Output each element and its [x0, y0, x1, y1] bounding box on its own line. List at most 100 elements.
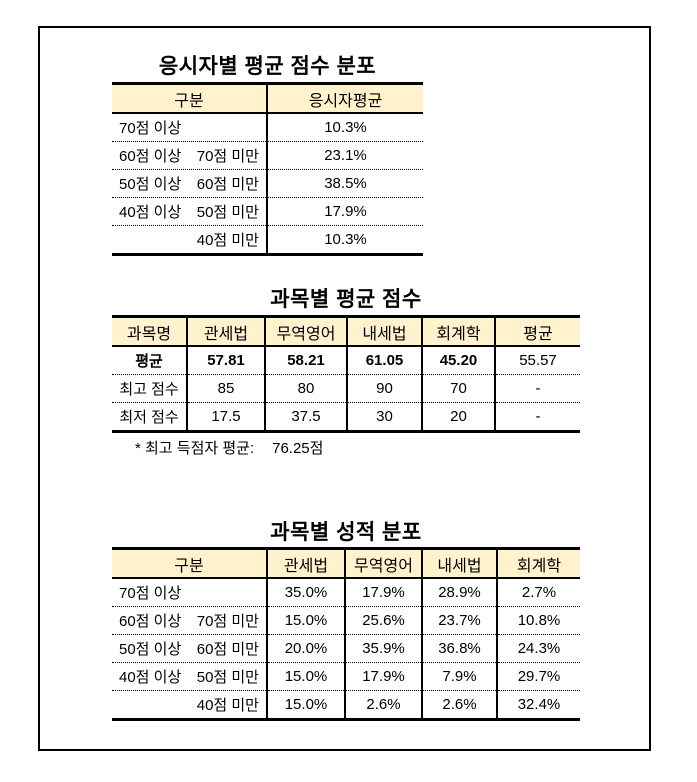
score-range-cell: 50점 이상 60점 미만	[112, 169, 267, 198]
score-range-cell: 40점 미만	[112, 691, 267, 720]
percentage-cell: 17.9%	[344, 662, 422, 691]
range-low: 50점 이상	[119, 176, 182, 193]
percentage-cell: 17.9%	[344, 578, 422, 607]
score-cell: 37.5	[264, 402, 347, 432]
range-low: 50점 이상	[119, 641, 182, 658]
table-row-average: 평균 57.81 58.21 61.05 45.20 55.57	[112, 346, 580, 375]
score-cell: 85	[186, 374, 265, 403]
table-row: 70점 이상 35.0% 17.9% 28.9% 2.7%	[112, 578, 580, 607]
percentage-cell: 28.9%	[421, 578, 497, 607]
table-row: 40점 이상 50점 미만 15.0% 17.9% 7.9% 29.7%	[112, 662, 580, 691]
table2-header-customs-law: 관세법	[186, 316, 265, 347]
range-high: 40점 미만	[196, 232, 259, 249]
table-row: 60점 이상 70점 미만 15.0% 25.6% 23.7% 10.8%	[112, 606, 580, 635]
table2-header-tax-law: 내세법	[346, 316, 422, 347]
percentage-cell: 32.4%	[496, 690, 580, 720]
score-cell: 58.21	[264, 346, 347, 375]
table-row: 50점 이상 60점 미만 20.0% 35.9% 36.8% 24.3%	[112, 634, 580, 663]
percentage-cell: 20.0%	[266, 634, 345, 663]
percentage-cell: 35.9%	[344, 634, 422, 663]
range-low: 60점 이상	[119, 613, 182, 630]
score-cell: 20	[421, 402, 495, 432]
range-high: 60점 미만	[196, 176, 259, 193]
score-cell: 17.5	[186, 402, 265, 432]
range-low: 60점 이상	[119, 148, 182, 165]
table1-title: 응시자별 평균 점수 분포	[158, 55, 377, 78]
row-label: 최고 점수	[112, 374, 187, 403]
table3-subject-grade-distribution: 구분 관세법 무역영어 내세법 회계학 70점 이상 35.0% 17.9% 2…	[112, 547, 580, 721]
range-low: 70점 이상	[119, 585, 182, 602]
table2-header-subject: 과목명	[112, 316, 187, 347]
score-range-cell: 40점 이상 50점 미만	[112, 662, 267, 691]
percentage-cell: 2.7%	[496, 578, 580, 607]
table-row-max: 최고 점수 85 80 90 70 -	[112, 374, 580, 403]
range-low: 70점 이상	[119, 120, 182, 137]
table-row: 70점 이상 10.3%	[112, 113, 423, 142]
score-cell: 70	[421, 374, 495, 403]
percentage-cell: 17.9%	[266, 197, 423, 226]
score-cell: 30	[346, 402, 422, 432]
table-row: 50점 이상 60점 미만 38.5%	[112, 169, 423, 198]
table-row: 40점 미만 15.0% 2.6% 2.6% 32.4%	[112, 690, 580, 720]
table1-header-category: 구분	[112, 83, 267, 114]
table-row-min: 최저 점수 17.5 37.5 30 20 -	[112, 402, 580, 432]
score-cell: 80	[264, 374, 347, 403]
range-low: 40점 이상	[119, 669, 182, 686]
percentage-cell: 10.3%	[266, 225, 423, 255]
range-high: 70점 미만	[196, 613, 259, 630]
range-high: 60점 미만	[196, 641, 259, 658]
percentage-cell: 35.0%	[266, 578, 345, 607]
table3-header-tax-law: 내세법	[421, 548, 497, 579]
percentage-cell: 36.8%	[421, 634, 497, 663]
table-row: 40점 미만 10.3%	[112, 225, 423, 255]
table1-header-average: 응시자평균	[266, 83, 423, 114]
percentage-cell: 38.5%	[266, 169, 423, 198]
range-high: 50점 미만	[196, 204, 259, 221]
score-range-cell: 40점 미만	[112, 226, 267, 255]
table-row: 40점 이상 50점 미만 17.9%	[112, 197, 423, 226]
footnote-label: * 최고 득점자 평균:	[135, 440, 255, 457]
table3-title: 과목별 성적 분포	[270, 521, 422, 544]
table2-header-row: 과목명 관세법 무역영어 내세법 회계학 평균	[112, 316, 580, 347]
score-range-cell: 70점 이상	[112, 578, 267, 607]
range-high: 40점 미만	[196, 697, 259, 714]
range-high: 50점 미만	[196, 669, 259, 686]
score-range-cell: 60점 이상 70점 미만	[112, 141, 267, 170]
table-row: 60점 이상 70점 미만 23.1%	[112, 141, 423, 170]
score-range-cell: 60점 이상 70점 미만	[112, 606, 267, 635]
range-high: 70점 미만	[196, 148, 259, 165]
table3-header-trade-english: 무역영어	[344, 548, 422, 579]
table3-header-accounting: 회계학	[496, 548, 580, 579]
score-cell: 61.05	[346, 346, 422, 375]
score-range-cell: 40점 이상 50점 미만	[112, 197, 267, 226]
table2-title: 과목별 평균 점수	[270, 288, 422, 311]
percentage-cell: 23.7%	[421, 606, 497, 635]
footnote-value: 76.25점	[272, 440, 324, 457]
score-cell: 57.81	[186, 346, 265, 375]
score-cell: -	[494, 402, 580, 432]
range-low: 40점 이상	[119, 204, 182, 221]
percentage-cell: 25.6%	[344, 606, 422, 635]
percentage-cell: 2.6%	[421, 690, 497, 720]
table1-examinee-average-distribution: 구분 응시자평균 70점 이상 10.3% 60점 이상 70점 미만 23.1%…	[112, 82, 423, 256]
table3-header-category: 구분	[112, 548, 267, 579]
row-label: 최저 점수	[119, 409, 179, 426]
score-cell: 45.20	[421, 346, 495, 375]
score-cell: 55.57	[494, 346, 580, 375]
row-label: 평균	[112, 346, 187, 375]
percentage-cell: 24.3%	[496, 634, 580, 663]
score-range-cell: 70점 이상	[112, 113, 267, 142]
score-cell: 90	[346, 374, 422, 403]
table3-header-row: 구분 관세법 무역영어 내세법 회계학	[112, 548, 580, 579]
table2-header-accounting: 회계학	[421, 316, 495, 347]
table1-header-row: 구분 응시자평균	[112, 83, 423, 114]
percentage-cell: 2.6%	[344, 690, 422, 720]
percentage-cell: 7.9%	[421, 662, 497, 691]
percentage-cell: 10.3%	[266, 113, 423, 142]
percentage-cell: 29.7%	[496, 662, 580, 691]
score-cell: -	[494, 374, 580, 403]
percentage-cell: 15.0%	[266, 662, 345, 691]
table2-header-trade-english: 무역영어	[264, 316, 347, 347]
percentage-cell: 15.0%	[266, 606, 345, 635]
